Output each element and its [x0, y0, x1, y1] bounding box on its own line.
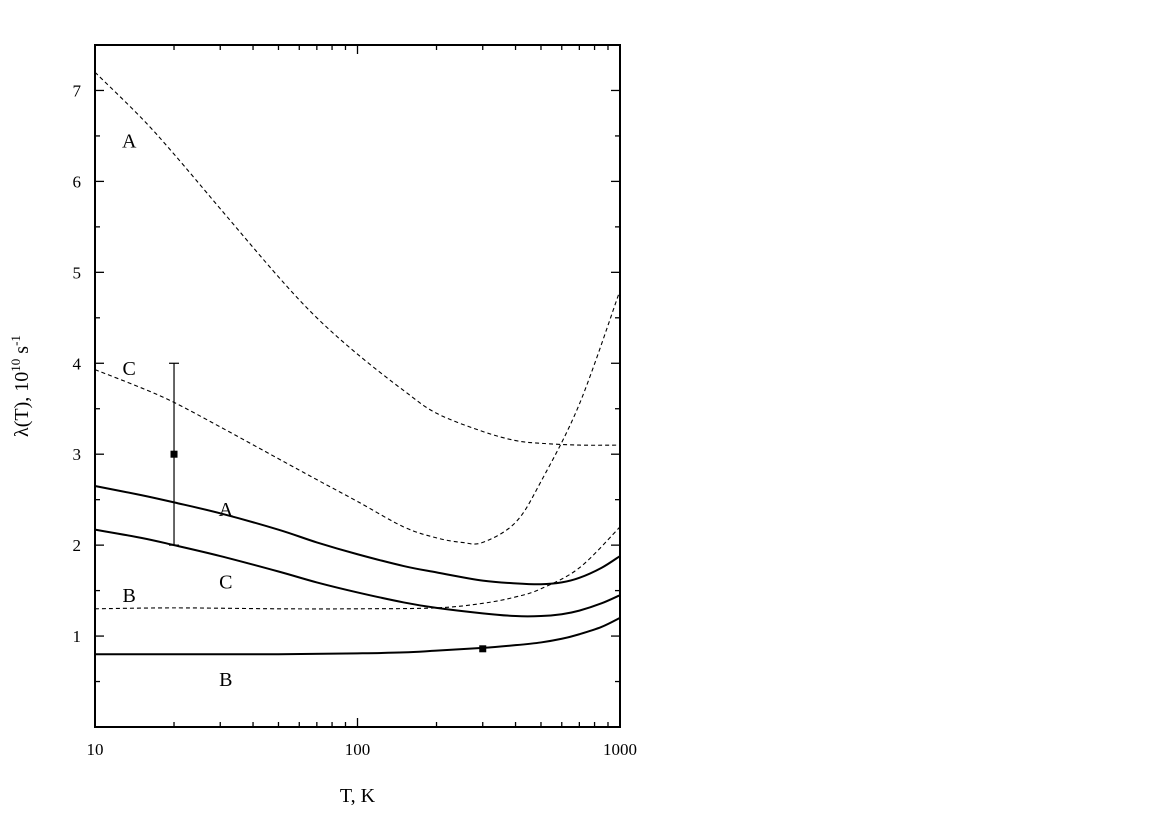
y-axis-label-unit: s [11, 346, 33, 359]
data-point-marker [479, 645, 487, 653]
y-tick-label: 2 [73, 536, 82, 555]
curve-label-a: A [219, 499, 234, 521]
series-solid-a-line [94, 485, 621, 586]
data-point-marker [170, 450, 178, 458]
y-tick-label: 6 [73, 172, 82, 191]
curve-label-b: B [219, 669, 232, 691]
axis-ticks [94, 44, 620, 728]
x-axis-label: T, K [340, 785, 376, 807]
curve-label-c: C [219, 572, 232, 594]
series-dashed-a-line [94, 71, 621, 446]
series-solid-b-line [94, 616, 621, 656]
x-tick-label: 10 [87, 740, 104, 759]
y-tick-label: 4 [73, 354, 82, 373]
series-solid-c-line [94, 528, 621, 618]
x-tick-label: 1000 [603, 740, 637, 759]
y-tick-label: 7 [73, 81, 82, 100]
series-dashed-c-line [94, 290, 621, 545]
y-tick-label: 3 [73, 445, 82, 464]
y-axis-label-exp1: 10 [8, 359, 23, 372]
y-axis-label-main: λ(T), 10 [11, 372, 33, 437]
curve-labels: A C A C B B [122, 130, 234, 690]
curve-label-a: A [122, 130, 137, 152]
y-tick-label: 5 [73, 263, 82, 282]
plot-content [94, 71, 621, 656]
y-tick-label: 1 [73, 627, 82, 646]
y-axis-label-exp2: -1 [8, 335, 23, 346]
y-axis-label: λ(T), 1010 s-1 [8, 335, 33, 437]
tick-labels: 10 100 1000 1 2 3 4 5 6 7 [73, 81, 638, 759]
curve-label-b: B [123, 585, 136, 607]
curve-label-c: C [123, 358, 136, 380]
x-tick-label: 100 [345, 740, 371, 759]
